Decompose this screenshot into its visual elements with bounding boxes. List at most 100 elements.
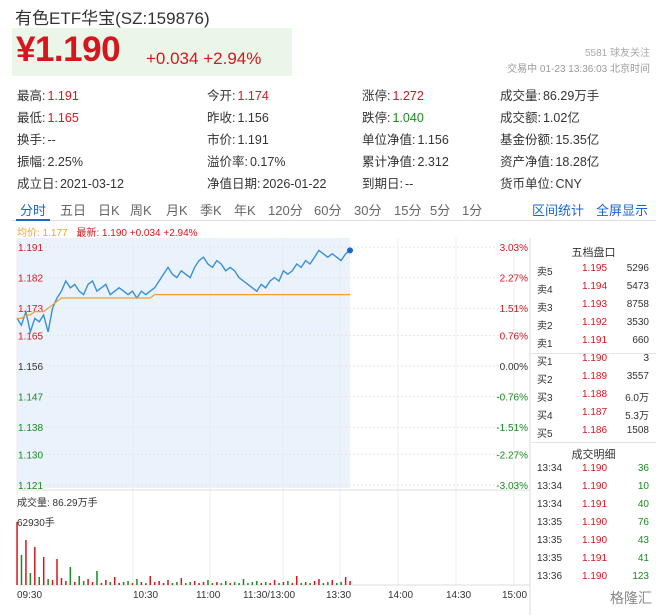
stat-label: 换手: — [17, 133, 46, 147]
volume-bar — [313, 580, 316, 585]
stat-cell: 货币单位: CNY — [500, 173, 582, 192]
trade-price: 1.191 — [582, 553, 608, 564]
stat-label: 昨收: — [207, 111, 236, 125]
tab-8[interactable]: 60分 — [314, 203, 342, 218]
stat-cell: 成交额: 1.02亿 — [500, 107, 580, 126]
volume-bar — [238, 582, 240, 585]
trading-status: 交易中 01-23 13:36:03 北京时间 — [507, 64, 650, 75]
volume-bar — [47, 578, 49, 585]
volume-bar — [180, 577, 183, 585]
volume-bar — [29, 572, 32, 585]
stat-cell: 涨停: 1.272 — [362, 85, 424, 104]
quote-box: ¥1.190 +0.034 +2.94% — [12, 28, 292, 76]
stat-value: 0.17% — [249, 155, 286, 169]
x-axis-label: 11:00 — [196, 590, 221, 601]
fullscreen-link[interactable]: 全屏显示 — [596, 203, 649, 218]
stat-value: 1.156 — [417, 133, 449, 147]
stat-value: -- — [404, 177, 414, 191]
stat-value: 1.272 — [392, 89, 424, 103]
volume-bar — [220, 582, 223, 585]
stat-cell: 市价: 1.191 — [207, 129, 269, 148]
stat-label: 成交额: — [500, 111, 541, 125]
volume-bar — [224, 580, 227, 585]
volume-bar — [78, 575, 80, 585]
trade-row: 13:35 1.190 76 — [537, 517, 652, 531]
stat-value: 2021-03-12 — [59, 177, 124, 191]
volume-bar — [335, 582, 338, 585]
pct-axis-label: 0.00% — [500, 362, 528, 373]
trade-row: 13:34 1.191 40 — [537, 499, 652, 513]
change-percent: +2.94% — [203, 49, 262, 68]
tab-11[interactable]: 5分 — [430, 203, 451, 218]
trade-time: 13:34 — [537, 481, 563, 492]
volume-bar — [264, 581, 267, 585]
orderbook-row: 买4 1.187 5.3万 — [537, 407, 652, 422]
volume-bar — [109, 581, 112, 585]
latest-price-dot — [347, 247, 353, 254]
tab-1[interactable]: 五日 — [60, 203, 87, 218]
trade-time: 13:35 — [537, 535, 563, 546]
volume-bar — [82, 580, 85, 585]
trade-row: 13:36 1.190 123 — [537, 571, 652, 585]
volume-bar — [127, 580, 129, 585]
stat-value: 2026-01-22 — [262, 177, 327, 191]
y-axis-label: 1.121 — [18, 481, 43, 492]
x-axis-label: 09:30 — [17, 590, 43, 601]
stat-cell: 单位净值: 1.156 — [362, 129, 449, 148]
stat-label: 累计净值: — [362, 155, 416, 169]
x-axis-label: 10:30 — [133, 590, 159, 601]
orderbook-price: 1.186 — [582, 425, 608, 436]
avg-price-line — [17, 294, 350, 319]
tab-0[interactable]: 分时 — [20, 203, 47, 218]
tab-2[interactable]: 日K — [98, 203, 120, 218]
volume-bar — [20, 554, 23, 585]
followers-count[interactable]: 5581 球友关注 — [584, 48, 650, 59]
orderbook-row: 卖1 1.191 660 — [537, 335, 652, 350]
trade-price: 1.190 — [582, 517, 608, 528]
y-axis-label: 1.138 — [18, 423, 43, 434]
trades-divider — [531, 442, 656, 443]
volume-bar — [309, 582, 311, 585]
y-axis-label: 1.147 — [18, 393, 43, 404]
orderbook-volume: 8758 — [626, 299, 649, 310]
tab-10[interactable]: 15分 — [394, 203, 422, 218]
trade-time: 13:35 — [537, 517, 563, 528]
tab-4[interactable]: 月K — [166, 203, 188, 218]
orderbook-price: 1.189 — [582, 371, 608, 382]
watermark-logo: 格隆汇 — [610, 590, 652, 606]
tab-3[interactable]: 周K — [130, 203, 152, 218]
orderbook-price: 1.192 — [582, 317, 608, 328]
tab-5[interactable]: 季K — [200, 203, 222, 218]
volume-bar — [247, 582, 249, 585]
trade-time: 13:34 — [537, 499, 563, 510]
stat-value: 1.040 — [392, 111, 424, 125]
stat-value: CNY — [555, 177, 582, 191]
volume-bar — [167, 579, 169, 585]
tab-12[interactable]: 1分 — [462, 203, 483, 218]
pct-axis-label: -0.76% — [496, 393, 528, 404]
price-change: +0.034 +2.94% — [146, 49, 261, 69]
x-axis-label: 13:30 — [326, 590, 352, 601]
pct-axis-label: -1.51% — [496, 423, 528, 434]
volume-bar — [171, 582, 174, 585]
orderbook-side: 卖2 — [537, 321, 553, 332]
trade-volume: 43 — [637, 535, 649, 546]
range-stats-link[interactable]: 区间统计 — [532, 203, 585, 218]
orderbook-side: 卖3 — [537, 303, 553, 314]
stat-label: 振幅: — [17, 155, 46, 169]
tab-7[interactable]: 120分 — [268, 203, 303, 218]
intraday-chart-area[interactable] — [17, 238, 350, 488]
stat-label: 涨停: — [362, 89, 391, 103]
volume-label: 成交量: 86.29万手 — [17, 498, 98, 509]
volume-bar — [60, 577, 63, 585]
tab-9[interactable]: 30分 — [354, 203, 382, 218]
stat-value: 18.28亿 — [555, 155, 600, 169]
x-axis-label: 14:00 — [388, 590, 414, 601]
orderbook-volume: 5.3万 — [625, 411, 649, 422]
volume-bar — [189, 581, 191, 585]
stat-cell: 今开: 1.174 — [207, 85, 269, 104]
stat-value: 1.165 — [47, 111, 79, 125]
stat-label: 货币单位: — [500, 177, 554, 191]
tab-6[interactable]: 年K — [234, 203, 256, 218]
stat-label: 成立日: — [17, 177, 58, 191]
